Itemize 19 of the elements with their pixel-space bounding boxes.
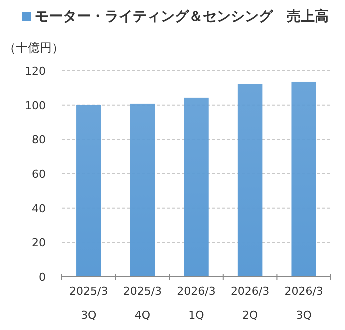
y-axis-title: （十億円） (4, 41, 64, 55)
bar (238, 84, 263, 277)
legend-label: モーター・ライティング＆センシング 売上高 (35, 8, 329, 25)
bar (184, 98, 209, 277)
x-tick-label: 2026/3 2Q (230, 285, 270, 322)
y-tick-label: 120 (25, 65, 46, 78)
y-tick-label: 60 (32, 168, 46, 181)
bar (130, 104, 156, 277)
x-tick-label: 2025/3 4Q (123, 285, 162, 322)
bar (76, 104, 102, 277)
bar (292, 82, 316, 277)
y-tick-label: 0 (39, 271, 46, 284)
y-tick-label: 40 (32, 202, 46, 216)
y-tick-label: 80 (32, 134, 46, 147)
y-tick-label: 100 (25, 99, 46, 112)
x-tick-label: 2026/3 3Q (284, 285, 324, 322)
x-tick-label: 2026/3 1Q (177, 285, 216, 322)
x-tick-label: 2025/3 3Q (70, 285, 108, 322)
y-tick-label: 20 (32, 236, 46, 250)
